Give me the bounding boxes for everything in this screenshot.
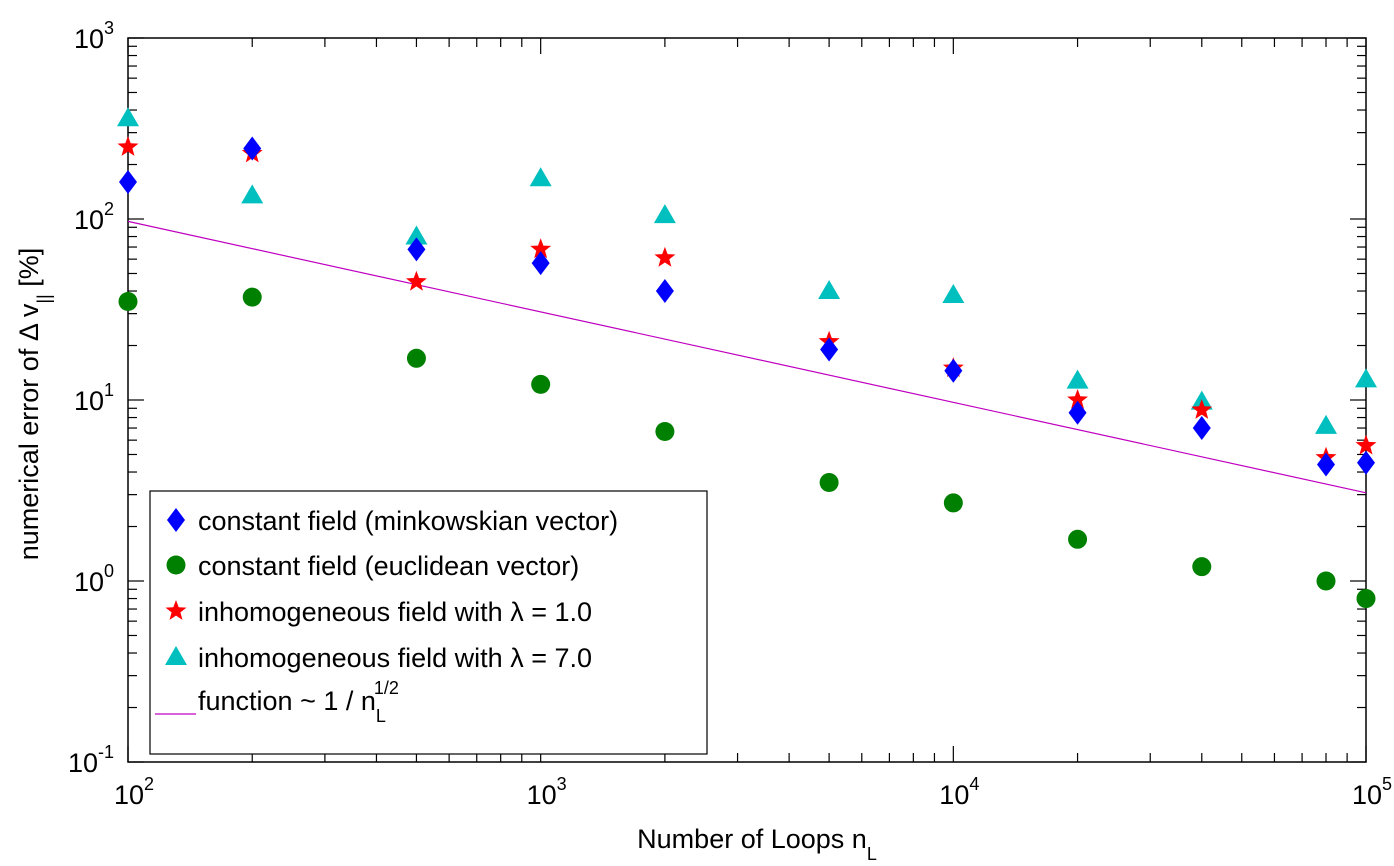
- reference-line: [127, 220, 1367, 494]
- data-point-circle: [406, 348, 426, 368]
- data-point-star: [1067, 389, 1088, 409]
- data-point-diamond: [407, 237, 426, 262]
- data-point-diamond: [820, 337, 839, 362]
- y-tick-label: 103: [74, 18, 114, 54]
- data-point-star: [530, 238, 552, 259]
- data-markers: [117, 107, 1377, 609]
- data-point-circle: [1192, 557, 1212, 577]
- data-point-diamond: [531, 251, 550, 276]
- legend-box: [149, 490, 708, 755]
- data-point-triangle: [653, 204, 676, 224]
- legend-entry: constant field (euclidean vector): [166, 551, 579, 581]
- data-point-circle: [943, 493, 963, 513]
- data-point-star: [1355, 434, 1377, 455]
- y-tick-label-text: 102: [74, 199, 114, 235]
- legend: constant field (minkowskian vector) const…: [149, 490, 708, 755]
- x-tick-label: 104: [939, 774, 979, 810]
- x-tick-label-text: 103: [527, 774, 567, 810]
- data-point-triangle: [117, 107, 139, 127]
- data-point-diamond: [1068, 400, 1087, 425]
- y-tick-label-text: 103: [74, 18, 114, 54]
- x-tick-label-text: 104: [939, 774, 979, 810]
- data-point-diamond: [119, 170, 137, 195]
- data-point-circle: [1316, 571, 1336, 591]
- data-point-triangle: [942, 284, 965, 304]
- legend-label: inhomogeneous field with λ = 7.0: [198, 643, 592, 673]
- data-point-circle: [242, 287, 262, 307]
- legend-entry: inhomogeneous field with λ = 1.0: [165, 597, 592, 627]
- x-tick-label: 103: [527, 774, 567, 810]
- y-tick-label-text: 100: [74, 561, 114, 597]
- y-tick-label: 10-1: [68, 742, 114, 778]
- legend-entry: inhomogeneous field with λ = 7.0: [165, 643, 592, 673]
- x-tick-label: 102: [114, 774, 154, 810]
- legend-label: constant field (minkowskian vector): [198, 506, 618, 536]
- y-axis-title: numerical error of Δ v|| [%]: [14, 248, 54, 561]
- legend-symbol-diamond: [167, 508, 185, 532]
- legend-label: inhomogeneous field with λ = 1.0: [198, 597, 592, 627]
- x-tick-label-text: 102: [114, 774, 154, 810]
- data-point-diamond: [944, 358, 963, 383]
- data-point-triangle: [1355, 368, 1377, 388]
- data-point-diamond: [1357, 450, 1375, 475]
- reference-line-layer: [127, 220, 1367, 494]
- data-point-triangle: [529, 167, 552, 187]
- y-tick-label: 100: [74, 561, 114, 597]
- legend-label: function ~ 1 / nL1/2: [198, 678, 399, 726]
- x-axis-title: Number of Loops nL: [637, 824, 877, 864]
- data-point-diamond: [243, 136, 262, 161]
- legend-symbol-star: [165, 600, 187, 620]
- data-point-triangle: [1315, 414, 1338, 434]
- data-point-circle: [1068, 529, 1088, 549]
- y-tick-label-text: 101: [74, 380, 114, 416]
- y-tick-label: 101: [74, 380, 114, 416]
- axis-tick-labels: 102 103 104 105 10-1 100 101 102 103: [68, 18, 1392, 810]
- data-point-star: [117, 136, 139, 156]
- data-point-circle: [531, 374, 551, 394]
- data-point-star: [406, 270, 427, 291]
- legend-entry: constant field (minkowskian vector): [167, 506, 618, 536]
- legend-label: constant field (euclidean vector): [198, 551, 579, 581]
- data-point-triangle: [818, 280, 841, 300]
- legend-symbol-triangle: [165, 646, 187, 665]
- y-tick-label-text: 10-1: [68, 742, 114, 778]
- data-point-circle: [655, 421, 675, 441]
- x-tick-label-text: 105: [1352, 774, 1392, 810]
- data-point-star: [1191, 399, 1213, 419]
- data-point-triangle: [1066, 369, 1089, 389]
- data-point-diamond: [1192, 416, 1211, 441]
- legend-symbol-circle: [166, 555, 186, 575]
- x-tick-label: 105: [1352, 774, 1392, 810]
- data-point-triangle: [241, 184, 264, 204]
- legend-entry: function ~ 1 / nL1/2: [155, 678, 399, 726]
- data-point-circle: [118, 292, 138, 312]
- axis-titles: Number of Loops nL numerical error of Δ v…: [14, 248, 877, 864]
- data-point-diamond: [1317, 452, 1336, 477]
- data-point-circle: [819, 473, 839, 493]
- data-point-star: [654, 246, 676, 267]
- data-point-triangle: [405, 225, 428, 245]
- y-tick-label: 102: [74, 199, 114, 235]
- data-point-diamond: [655, 279, 674, 304]
- data-point-circle: [1356, 589, 1376, 609]
